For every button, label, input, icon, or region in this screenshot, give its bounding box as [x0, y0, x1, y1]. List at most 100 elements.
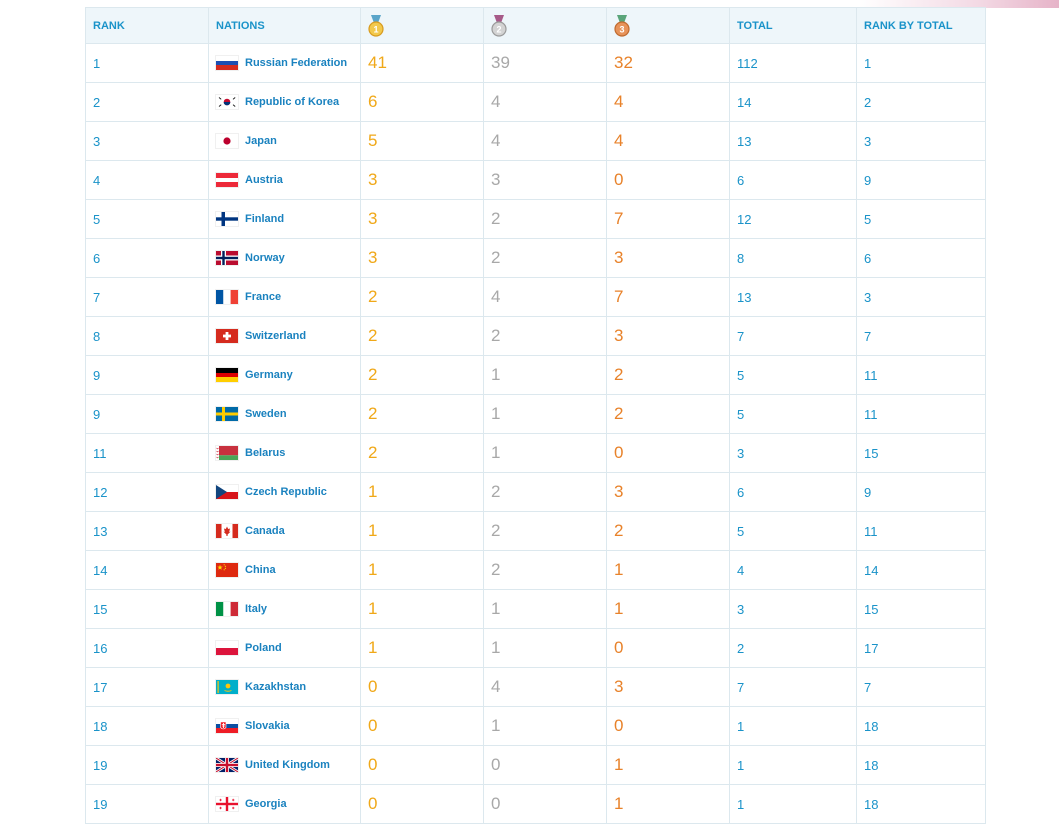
table-row: 19 Georgia 0 0 1 1 18: [85, 784, 986, 824]
gold-count-cell: 1: [360, 511, 484, 551]
nation-cell[interactable]: Italy: [208, 589, 361, 629]
nation-name-link[interactable]: United Kingdom: [245, 759, 330, 771]
gold-count-cell: 2: [360, 277, 484, 317]
gold-count-cell: 3: [360, 160, 484, 200]
rank-by-total-cell: 15: [856, 589, 986, 629]
nation-cell[interactable]: Belarus: [208, 433, 361, 473]
silver-count-cell: 4: [483, 667, 607, 707]
rank-by-total-column-header[interactable]: RANK BY TOTAL: [856, 7, 986, 44]
nation-cell[interactable]: Finland: [208, 199, 361, 239]
gold-count-cell: 0: [360, 745, 484, 785]
rank-by-total-cell: 11: [856, 394, 986, 434]
bronze-count-cell: 3: [606, 667, 730, 707]
nation-cell[interactable]: France: [208, 277, 361, 317]
gold-count-cell: 1: [360, 589, 484, 629]
nation-cell[interactable]: Czech Republic: [208, 472, 361, 512]
nation-cell[interactable]: Germany: [208, 355, 361, 395]
rank-by-total-cell: 11: [856, 511, 986, 551]
nation-name-link[interactable]: Czech Republic: [245, 486, 327, 498]
nation-cell[interactable]: Sweden: [208, 394, 361, 434]
nation-cell[interactable]: Switzerland: [208, 316, 361, 356]
rank-cell: 16: [85, 628, 209, 668]
bronze-count-cell: 0: [606, 628, 730, 668]
nation-name-link[interactable]: Italy: [245, 603, 268, 615]
nation-cell[interactable]: Georgia: [208, 784, 361, 824]
rank-cell: 7: [85, 277, 209, 317]
korea-flag-icon: [216, 95, 238, 109]
bronze-count-cell: 2: [606, 394, 730, 434]
poland-flag-icon: [216, 641, 238, 655]
table-row: 2 Republic of Korea 6 4 4 14 2: [85, 82, 986, 122]
table-row: 18 Slovakia 0 1 0 1 18: [85, 706, 986, 746]
total-column-header[interactable]: TOTAL: [729, 7, 857, 44]
bronze-count-cell: 1: [606, 550, 730, 590]
rank-cell: 6: [85, 238, 209, 278]
table-row: 14 China 1 2 1 4 14: [85, 550, 986, 590]
uk-flag-icon: [216, 758, 238, 772]
nation-name-link[interactable]: Belarus: [245, 447, 286, 459]
nation-name-link[interactable]: Norway: [245, 252, 285, 264]
total-count-cell: 13: [729, 121, 857, 161]
rank-by-total-cell: 9: [856, 472, 986, 512]
bronze-count-cell: 3: [606, 316, 730, 356]
nation-name-link[interactable]: Finland: [245, 213, 285, 225]
nation-cell[interactable]: Poland: [208, 628, 361, 668]
table-row: 13 Canada 1 2 2 5 11: [85, 511, 986, 551]
switzerland-flag-icon: [216, 329, 238, 343]
rank-cell: 4: [85, 160, 209, 200]
china-flag-icon: [216, 563, 238, 577]
total-count-cell: 7: [729, 667, 857, 707]
gold-column-header[interactable]: 1: [360, 7, 484, 44]
rank-column-header[interactable]: RANK: [85, 7, 209, 44]
nation-name-link[interactable]: Sweden: [245, 408, 287, 420]
nation-name-link[interactable]: Japan: [245, 135, 277, 147]
rank-cell: 9: [85, 394, 209, 434]
austria-flag-icon: [216, 173, 238, 187]
nation-name-link[interactable]: Slovakia: [245, 720, 290, 732]
table-row: 6 Norway 3 2 3 8 6: [85, 238, 986, 278]
silver-count-cell: 2: [483, 511, 607, 551]
nation-name-link[interactable]: Kazakhstan: [245, 681, 307, 693]
nation-name-link[interactable]: Russian Federation: [245, 57, 348, 69]
table-row: 19 United Kingdom 0 0 1 1 18: [85, 745, 986, 785]
silver-count-cell: 2: [483, 199, 607, 239]
silver-count-cell: 4: [483, 82, 607, 122]
nation-cell[interactable]: Slovakia: [208, 706, 361, 746]
nation-name-link[interactable]: Austria: [245, 174, 283, 186]
nations-column-header[interactable]: NATIONS: [208, 7, 361, 44]
total-count-cell: 3: [729, 589, 857, 629]
nation-cell[interactable]: Republic of Korea: [208, 82, 361, 122]
nation-name-link[interactable]: Poland: [245, 642, 282, 654]
nation-cell[interactable]: China: [208, 550, 361, 590]
silver-count-cell: 4: [483, 277, 607, 317]
svg-text:2: 2: [496, 24, 501, 34]
nation-cell[interactable]: Norway: [208, 238, 361, 278]
rank-cell: 13: [85, 511, 209, 551]
svg-text:1: 1: [373, 24, 378, 34]
nation-cell[interactable]: United Kingdom: [208, 745, 361, 785]
total-count-cell: 6: [729, 160, 857, 200]
rank-cell: 12: [85, 472, 209, 512]
table-row: 9 Sweden 2 1 2 5 11: [85, 394, 986, 434]
table-row: 17 Kazakhstan 0 4 3 7 7: [85, 667, 986, 707]
table-header-row: RANK NATIONS 1 2 3 TOTAL RANK BY TOTAL: [85, 7, 986, 44]
nation-cell[interactable]: Austria: [208, 160, 361, 200]
nation-name-link[interactable]: Canada: [245, 525, 285, 537]
nation-name-link[interactable]: France: [245, 291, 282, 303]
silver-column-header[interactable]: 2: [483, 7, 607, 44]
bronze-column-header[interactable]: 3: [606, 7, 730, 44]
nation-cell[interactable]: Canada: [208, 511, 361, 551]
nation-name-link[interactable]: China: [245, 564, 276, 576]
bronze-count-cell: 0: [606, 433, 730, 473]
nation-cell[interactable]: Russian Federation: [208, 43, 361, 83]
nation-cell[interactable]: Japan: [208, 121, 361, 161]
nation-name-link[interactable]: Republic of Korea: [245, 96, 340, 108]
rank-cell: 3: [85, 121, 209, 161]
gold-medal-icon: 1: [368, 14, 483, 37]
nation-name-link[interactable]: Germany: [245, 369, 293, 381]
gold-count-cell: 1: [360, 472, 484, 512]
rank-cell: 18: [85, 706, 209, 746]
nation-name-link[interactable]: Georgia: [245, 798, 287, 810]
nation-name-link[interactable]: Switzerland: [245, 330, 307, 342]
nation-cell[interactable]: Kazakhstan: [208, 667, 361, 707]
